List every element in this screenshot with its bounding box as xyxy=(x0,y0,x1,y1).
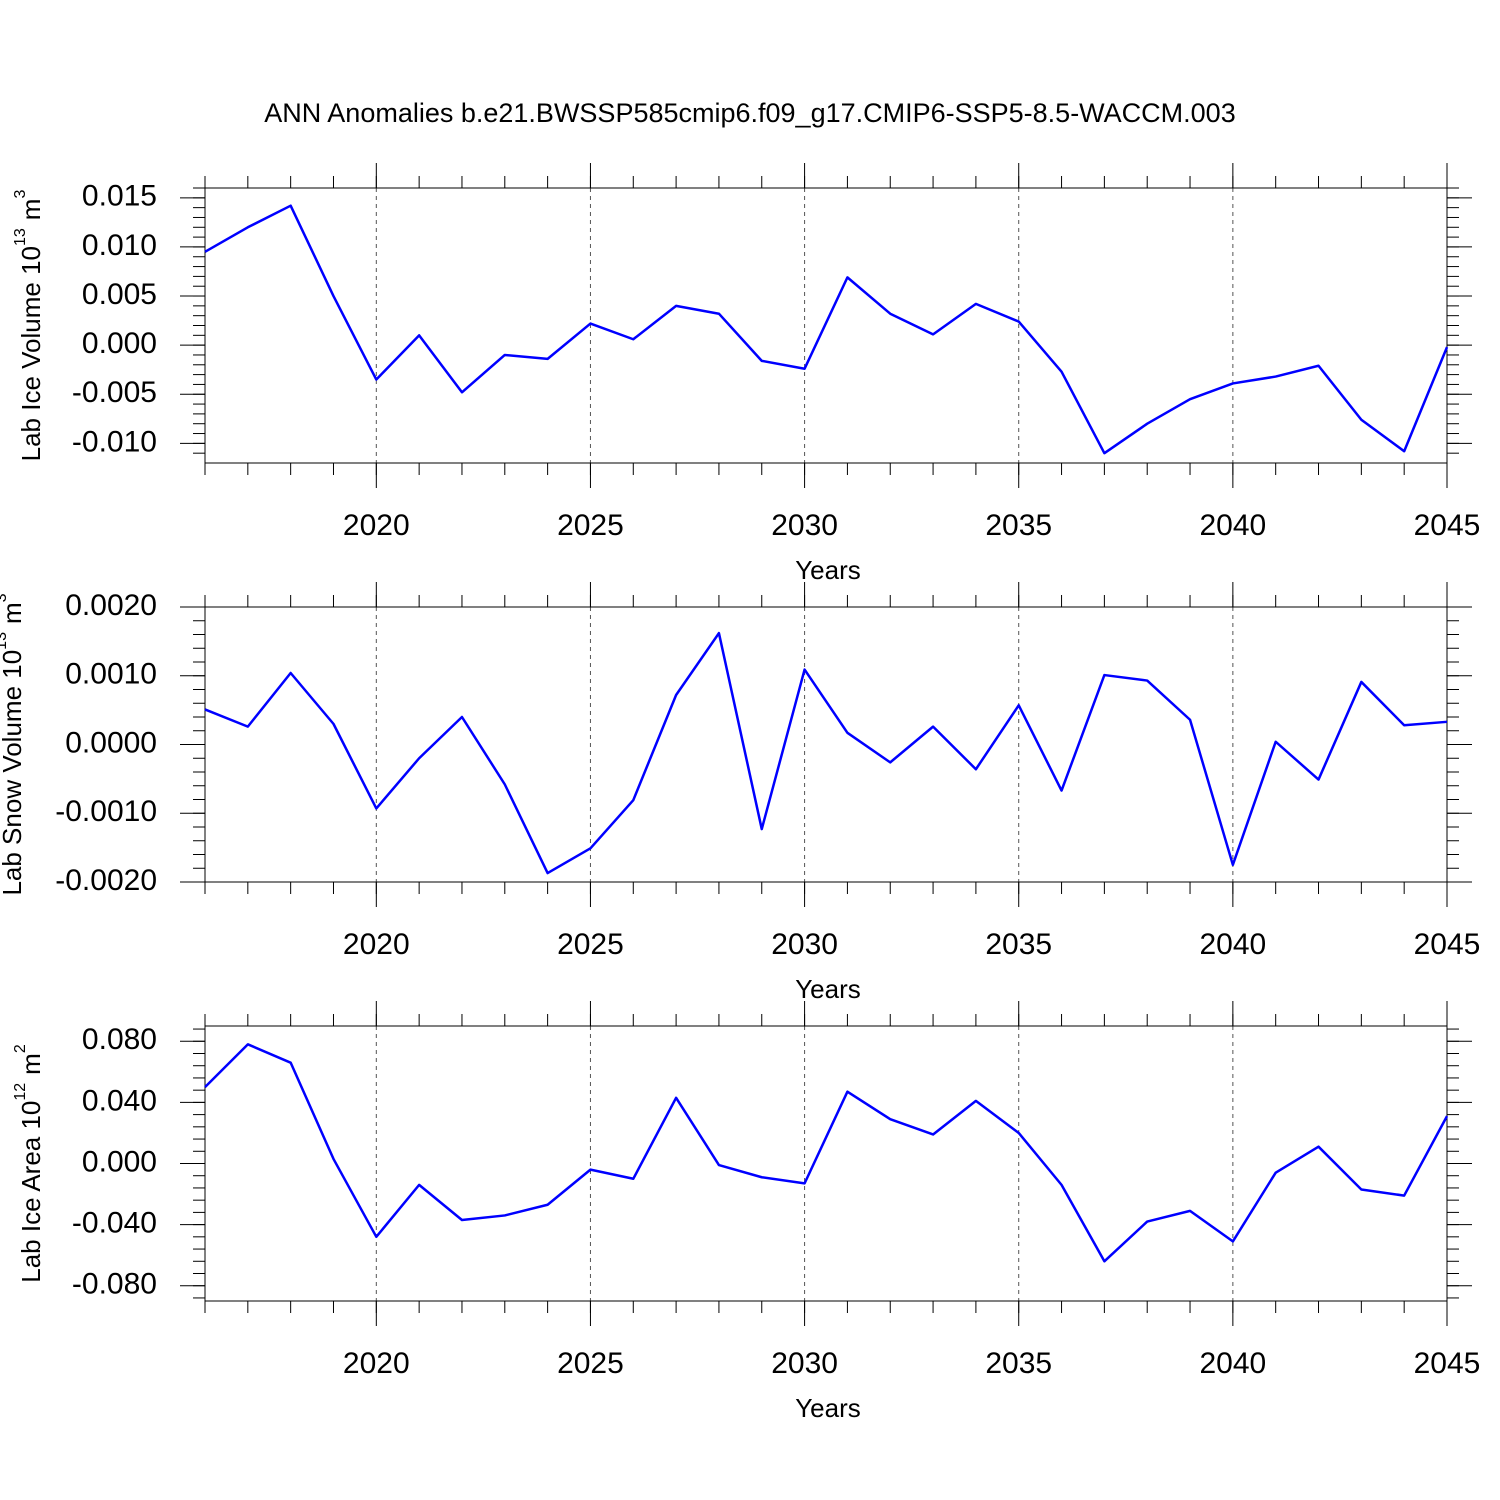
y-axis-label-text: Lab Ice Volume 10 xyxy=(16,246,46,461)
x-tick-label: 2040 xyxy=(1199,928,1266,961)
y-axis-label: Lab Ice Volume 1013 m3 xyxy=(12,190,46,462)
y-axis-label-unit-exp: 3 xyxy=(12,190,29,199)
x-tick-label: 2020 xyxy=(343,1347,410,1380)
y-tick-label: 0.040 xyxy=(82,1084,157,1117)
y-tick-label: 0.0020 xyxy=(65,589,157,622)
data-line xyxy=(204,204,1449,455)
x-tick-label: 2040 xyxy=(1199,509,1266,542)
y-tick-label: 0.015 xyxy=(82,180,157,213)
y-axis-label-text: Lab Ice Area 10 xyxy=(16,1101,46,1283)
y-axis-label-unit: m xyxy=(16,1053,46,1075)
x-tick-label: 2035 xyxy=(985,928,1052,961)
y-tick-label: 0.0010 xyxy=(65,658,157,691)
x-tick-label: 2030 xyxy=(771,509,838,542)
plot-frame xyxy=(204,187,1448,464)
x-tick-label: 2025 xyxy=(557,928,624,961)
x-tick-label: 2025 xyxy=(557,1347,624,1380)
y-tick-label: 0.000 xyxy=(82,1145,157,1178)
x-tick-label: 2030 xyxy=(771,1347,838,1380)
x-tick-label: 2035 xyxy=(985,509,1052,542)
y-tick-label: 0.005 xyxy=(82,278,157,311)
x-tick-label: 2035 xyxy=(985,1347,1052,1380)
chart-title: ANN Anomalies b.e21.BWSSP585cmip6.f09_g1… xyxy=(264,98,1235,128)
x-axis-label: Years xyxy=(795,555,861,585)
y-tick-label: -0.080 xyxy=(72,1268,157,1301)
y-tick-label: -0.0020 xyxy=(55,864,157,897)
y-tick-label: -0.005 xyxy=(72,376,157,409)
y-axis-label: Lab Ice Area 1012 m2 xyxy=(12,1044,46,1283)
x-axis-label: Years xyxy=(795,974,861,1004)
y-axis-label-exp: 13 xyxy=(0,632,10,650)
x-tick-label: 2045 xyxy=(1414,509,1481,542)
y-tick-label: -0.0010 xyxy=(55,795,157,828)
plot-frame xyxy=(204,606,1448,883)
data-line xyxy=(204,631,1448,875)
x-tick-label: 2025 xyxy=(557,509,624,542)
x-tick-label: 2045 xyxy=(1414,1347,1481,1380)
y-axis-label: Lab Snow Volume 1013 m3 xyxy=(0,593,27,895)
data-line xyxy=(204,1043,1449,1263)
y-axis-label-unit-exp: 3 xyxy=(0,593,10,602)
x-tick-label: 2030 xyxy=(771,928,838,961)
y-tick-label: -0.040 xyxy=(72,1207,157,1240)
x-tick-label: 2045 xyxy=(1414,928,1481,961)
y-axis-label-unit-exp: 2 xyxy=(12,1044,29,1053)
y-tick-label: -0.010 xyxy=(72,425,157,458)
x-tick-label: 2020 xyxy=(343,928,410,961)
x-axis-label: Years xyxy=(795,1393,861,1423)
y-axis-label-text: Lab Snow Volume 10 xyxy=(0,650,27,896)
y-axis-label-unit: m xyxy=(0,602,27,624)
y-axis-label-unit: m xyxy=(16,199,46,221)
y-tick-label: 0.0000 xyxy=(65,726,157,759)
y-axis-label-exp: 12 xyxy=(12,1083,29,1101)
y-axis-label-exp: 13 xyxy=(12,228,29,246)
plot-frame xyxy=(204,1025,1448,1302)
y-tick-label: 0.000 xyxy=(82,327,157,360)
x-tick-label: 2040 xyxy=(1199,1347,1266,1380)
x-tick-label: 2020 xyxy=(343,509,410,542)
y-tick-label: 0.010 xyxy=(82,229,157,262)
y-tick-label: 0.080 xyxy=(82,1023,157,1056)
